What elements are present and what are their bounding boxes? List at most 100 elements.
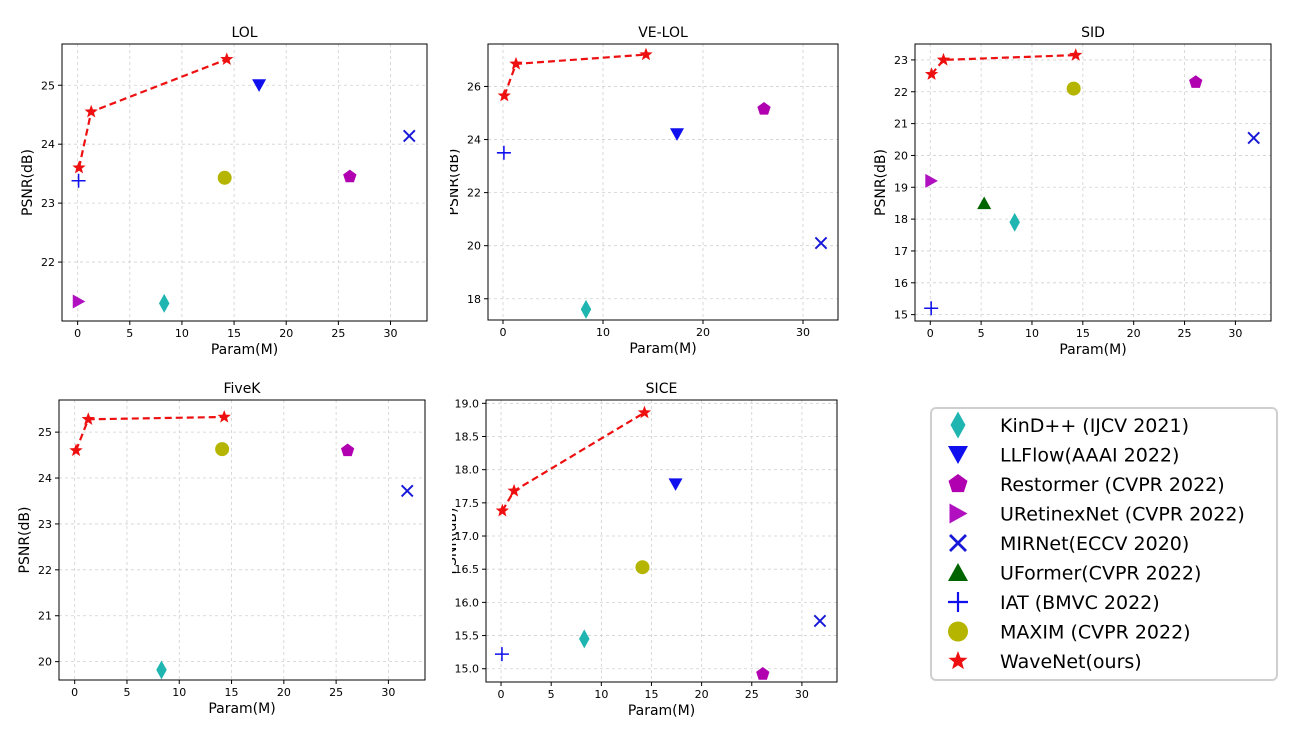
y-tick-label: 18.0 bbox=[455, 464, 480, 477]
plot-area bbox=[486, 400, 837, 682]
point-mirnet-eccv-2020 bbox=[402, 129, 416, 143]
x-tick-label: 20 bbox=[279, 327, 293, 340]
chart-sid: 0 5 10 15 20 25 30 15 16 17 18 19 20 21 22 23 SID Param(M… bbox=[873, 22, 1288, 362]
x-tick-label: 30 bbox=[1228, 327, 1242, 340]
x-tick-label: 20 bbox=[695, 688, 709, 701]
x-axis-label: Param(M) bbox=[628, 703, 695, 719]
y-tick-label: 23 bbox=[894, 54, 908, 67]
point-uformer-cvpr-2022 bbox=[977, 196, 992, 210]
wavenet-line bbox=[930, 54, 1076, 75]
y-tick-label: 24 bbox=[467, 134, 481, 147]
x-tick-label: 25 bbox=[1178, 327, 1192, 340]
y-tick-label: 21 bbox=[894, 118, 908, 131]
legend-marker-maxim-cvpr-2022 bbox=[948, 621, 968, 642]
y-tick-label: 19.0 bbox=[455, 397, 480, 410]
chart-title: FiveK bbox=[223, 381, 261, 397]
x-tick-label: 25 bbox=[331, 327, 345, 340]
y-tick-label: 16.0 bbox=[455, 596, 480, 609]
y-tick-label: 26 bbox=[467, 80, 481, 93]
point-wavenet bbox=[81, 412, 95, 425]
y-axis-label: PSNR(dB) bbox=[452, 508, 460, 575]
legend-label: IAT (BMVC 2022) bbox=[1000, 592, 1160, 614]
y-tick-label: 15 bbox=[894, 309, 908, 322]
point-wavenet bbox=[495, 503, 509, 517]
legend-label: MAXIM (CVPR 2022) bbox=[1000, 622, 1191, 644]
x-tick-label: 5 bbox=[978, 327, 985, 340]
point-mirnet-eccv-2020 bbox=[1247, 131, 1261, 145]
x-tick-label: 30 bbox=[381, 686, 395, 699]
y-tick-label: 16.5 bbox=[455, 563, 480, 576]
point-maxim-cvpr-2022 bbox=[217, 170, 232, 185]
point-kind-ijcv-2021 bbox=[1009, 212, 1020, 232]
y-tick-label: 15.0 bbox=[455, 663, 480, 676]
axes-frame bbox=[58, 399, 426, 681]
legend-svg: KinD++ (IJCV 2021) LLFlow(AAAI 2022) Resto… bbox=[948, 411, 1245, 673]
point-llflow-aaai-2022 bbox=[668, 478, 683, 491]
point-wavenet bbox=[924, 67, 939, 80]
y-tick-label: 24 bbox=[38, 472, 52, 485]
point-iat-bmvc-2022 bbox=[71, 173, 86, 188]
y-tick-label: 23 bbox=[38, 518, 52, 531]
point-wavenet bbox=[509, 56, 523, 70]
y-tick-label: 17 bbox=[894, 245, 908, 258]
y-tick-label: 20 bbox=[894, 149, 908, 162]
y-tick-label: 20 bbox=[38, 656, 52, 669]
x-tick-label: 5 bbox=[123, 686, 130, 699]
point-iat-bmvc-2022 bbox=[924, 301, 939, 316]
y-axis-label: PSNR(dB) bbox=[17, 507, 33, 574]
chart-title: SID bbox=[1081, 25, 1105, 41]
point-iat-bmvc-2022 bbox=[494, 647, 509, 662]
x-tick-label: 20 bbox=[696, 326, 710, 339]
axes-frame bbox=[487, 43, 839, 321]
x-tick-label: 15 bbox=[1076, 327, 1090, 340]
point-wavenet bbox=[497, 88, 511, 102]
lol-svg: 0 5 10 15 20 25 30 22 23 24 25 LOL Param(M) PSNR(dB) bbox=[20, 25, 428, 358]
point-restormer-cvpr-2022 bbox=[757, 102, 771, 115]
point-restormer-cvpr-2022 bbox=[756, 667, 770, 680]
y-tick-label: 22 bbox=[38, 564, 52, 577]
y-tick-label: 18 bbox=[894, 213, 908, 226]
sice-svg: 0 5 10 15 20 25 30 15.0 15.5 16.0 16.5 17.0 17.5 18.0… bbox=[444, 381, 838, 719]
x-tick-label: 20 bbox=[277, 686, 291, 699]
point-kind-ijcv-2021 bbox=[579, 629, 590, 649]
chart-title: VE-LOL bbox=[638, 25, 688, 41]
legend-label: Restormer (CVPR 2022) bbox=[1000, 474, 1225, 496]
legend-marker-llflow-aaai-2022 bbox=[948, 446, 968, 464]
legend-marker-uretinexnet-cvpr-2022 bbox=[949, 503, 968, 524]
x-tick-label: 10 bbox=[172, 686, 186, 699]
chart-sice: 0 5 10 15 20 25 30 15.0 15.5 16.0 16.5 17.0 17.5 18.0… bbox=[444, 378, 852, 720]
chart-lol: 0 5 10 15 20 25 30 22 23 24 25 LOL Param(M) PSNR(dB) bbox=[20, 22, 432, 358]
x-axis-label: Param(M) bbox=[211, 342, 278, 358]
y-tick-label: 22 bbox=[41, 256, 55, 269]
point-wavenet bbox=[72, 160, 86, 174]
legend-marker-restormer-cvpr-2022 bbox=[948, 474, 968, 493]
axes-frame bbox=[61, 43, 428, 322]
x-tick-label: 30 bbox=[384, 327, 398, 340]
point-uretinexnet-cvpr-2022 bbox=[925, 173, 938, 188]
chart-ve-lol: 0 10 20 30 18 20 22 24 26 VE-LOL Param(M) PSNR(dB) bbox=[446, 22, 860, 360]
point-wavenet bbox=[217, 409, 231, 423]
x-axis-label: Param(M) bbox=[1059, 342, 1126, 358]
y-tick-label: 22 bbox=[467, 187, 481, 200]
point-wavenet bbox=[507, 483, 521, 497]
legend-label: LLFlow(AAAI 2022) bbox=[1000, 445, 1179, 467]
legend-marker-mirnet-eccv-2020 bbox=[949, 534, 967, 552]
x-tick-label: 10 bbox=[175, 327, 189, 340]
point-wavenet bbox=[639, 47, 653, 61]
x-tick-label: 0 bbox=[74, 327, 81, 340]
x-tick-label: 30 bbox=[796, 326, 810, 339]
point-uretinexnet-cvpr-2022 bbox=[72, 294, 86, 309]
y-tick-label: 19 bbox=[894, 181, 908, 194]
chart-fivek: 0 5 10 15 20 25 30 20 21 22 23 24 25 FiveK Param(M) PSN… bbox=[14, 378, 434, 720]
legend-label: WaveNet(ours) bbox=[1000, 651, 1142, 673]
plot-area bbox=[62, 44, 427, 321]
legend-marker-wavenet-ours bbox=[948, 651, 968, 670]
y-axis-label: PSNR(dB) bbox=[20, 149, 36, 216]
y-tick-label: 20 bbox=[467, 240, 481, 253]
x-tick-label: 15 bbox=[225, 686, 239, 699]
y-tick-label: 23 bbox=[41, 197, 55, 210]
plot-area bbox=[59, 400, 425, 680]
point-wavenet bbox=[936, 52, 951, 66]
legend-label: KinD++ (IJCV 2021) bbox=[1000, 415, 1189, 437]
point-wavenet bbox=[637, 405, 652, 419]
